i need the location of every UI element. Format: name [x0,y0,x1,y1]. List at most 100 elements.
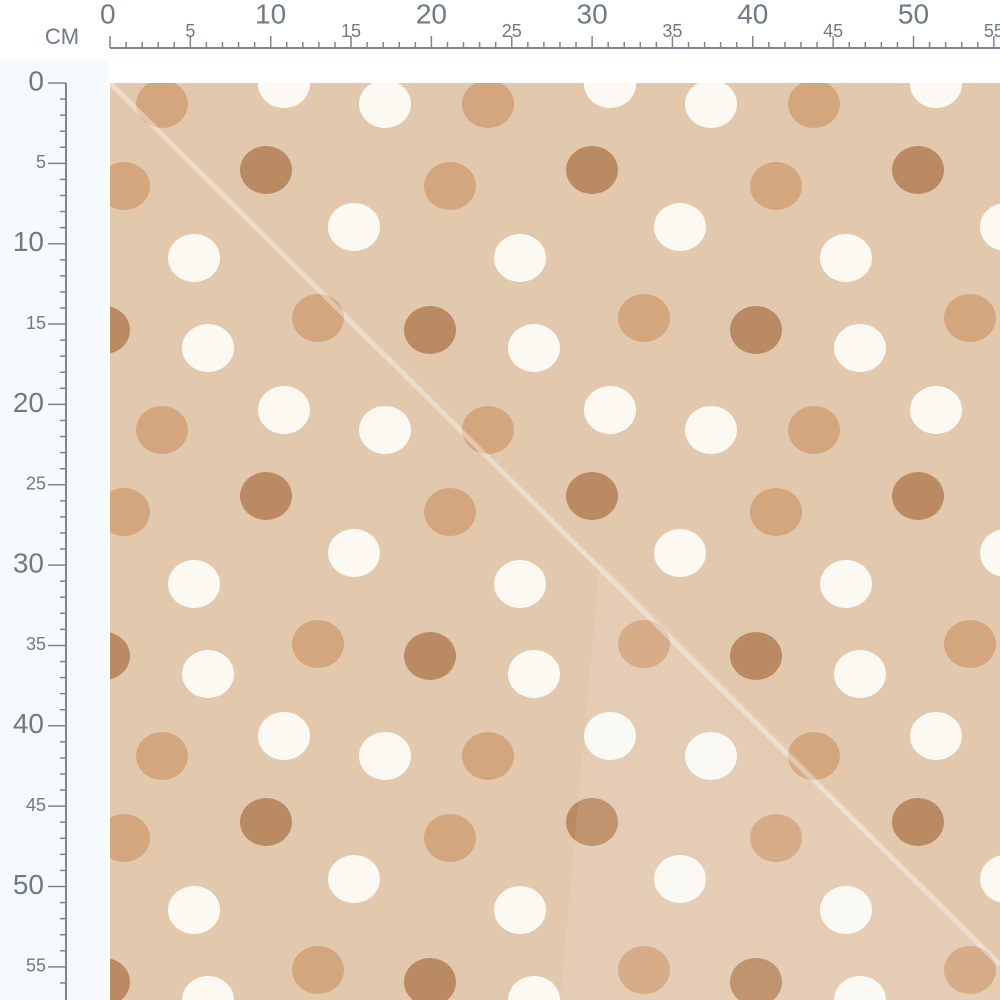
dot [685,83,737,128]
dot [834,650,886,698]
dot [494,560,546,608]
ruler-strip [0,60,108,1000]
dot [834,976,886,1000]
dot [182,650,234,698]
dot [654,529,706,577]
dot [328,855,380,903]
left-ruler-label: 50 [13,869,44,900]
dot [240,472,292,520]
dot [944,946,996,994]
top-ruler-label: 30 [577,0,608,29]
dot [788,83,840,128]
dot [182,976,234,1000]
dot [182,324,234,372]
dot [292,620,344,668]
dot [110,632,130,680]
dot [462,732,514,780]
dot [328,203,380,251]
left-ruler-label: 25 [26,474,46,494]
left-ruler-label: 20 [13,387,44,418]
top-ruler-label: 0 [100,0,116,29]
dot [980,529,1000,577]
top-ruler-label: 45 [823,21,843,41]
top-ruler-label: 15 [341,21,361,41]
left-ruler-label: 5 [36,152,46,172]
dot [980,855,1000,903]
dot [820,560,872,608]
dot [654,203,706,251]
dot [110,162,150,210]
dot [328,529,380,577]
dot [462,83,514,128]
dot [136,406,188,454]
dot [404,958,456,1000]
dot [292,946,344,994]
dot [566,146,618,194]
dot [424,814,476,862]
dot [508,976,560,1000]
dot [618,294,670,342]
dot [834,324,886,372]
dot [508,324,560,372]
left-ruler-label: 40 [13,708,44,739]
top-ruler-label: 25 [502,21,522,41]
dot [168,234,220,282]
left-ruler-label: 10 [13,226,44,257]
dot [892,146,944,194]
dot [730,306,782,354]
dot [730,958,782,1000]
dot [240,146,292,194]
fabric [110,83,1000,1000]
top-ruler-label: 55 [984,21,1000,41]
dot [404,306,456,354]
top-ruler-label: 20 [416,0,447,29]
dot [910,83,962,108]
dot [110,958,130,1000]
dot [168,560,220,608]
dot [566,798,618,846]
dot [788,406,840,454]
left-ruler-label: 0 [28,65,44,96]
dot [944,620,996,668]
ruler-unit: CM [45,24,79,49]
dot [359,406,411,454]
dot [980,203,1000,251]
dot [462,406,514,454]
dot [685,406,737,454]
dot [618,620,670,668]
dot [110,306,130,354]
dot [618,946,670,994]
left-ruler-label: 55 [26,956,46,976]
dot [136,732,188,780]
dot [494,886,546,934]
dot [110,488,150,536]
top-ruler-label: 35 [662,21,682,41]
dot [168,886,220,934]
dot [910,712,962,760]
dot [136,83,188,128]
dot [292,294,344,342]
ruler: CM 0 5 10 15 20 25 30 35 40 45 50 55 0 5 10 15 20 25 30 35 4… [13,0,1000,1000]
dot [892,798,944,846]
dot [359,83,411,128]
left-ruler-label: 30 [13,547,44,578]
dot [508,650,560,698]
dot [910,386,962,434]
dot [404,632,456,680]
left-ruler-label: 45 [26,795,46,815]
top-ruler-label: 5 [185,21,195,41]
top-ruler-label: 10 [255,0,286,29]
dot [258,386,310,434]
left-ruler-label: 15 [26,313,46,333]
dot [730,632,782,680]
dot [258,83,310,108]
dot [820,886,872,934]
dot [110,814,150,862]
dot [566,472,618,520]
dot [424,162,476,210]
top-ruler-label: 50 [898,0,929,29]
dot [685,732,737,780]
dot [820,234,872,282]
dot [258,712,310,760]
